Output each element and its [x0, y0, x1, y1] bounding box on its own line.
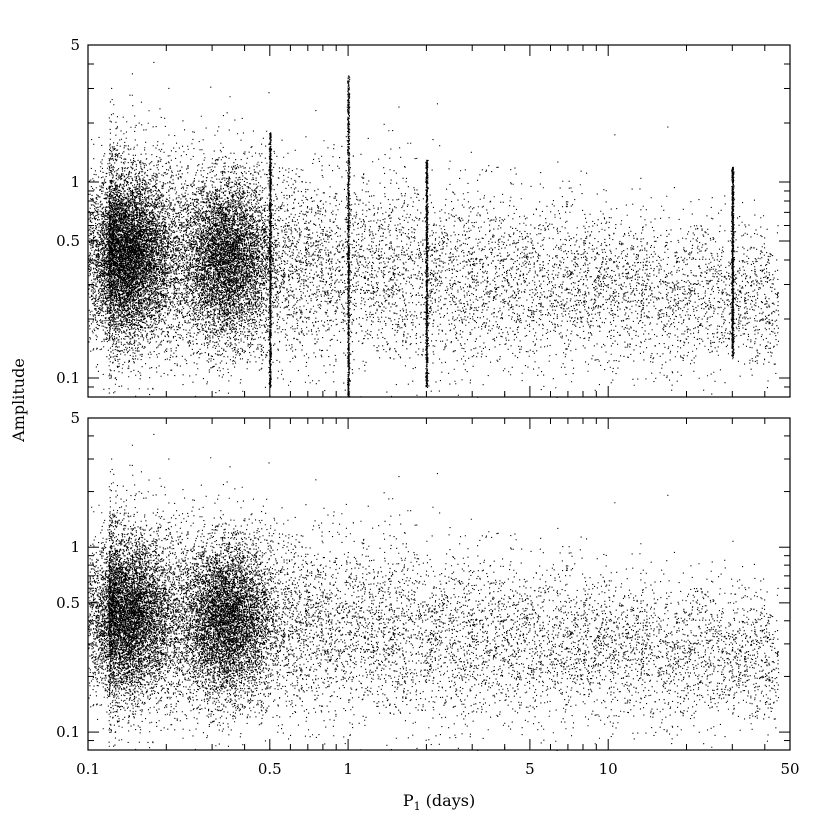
bottom-y-tick-label: 5	[70, 409, 80, 427]
top-panel-scatter-points	[88, 61, 780, 399]
top-panel-frame	[87, 44, 791, 398]
bottom-y-tick-label: 0.1	[56, 723, 80, 741]
x-tick-label: 1	[343, 760, 353, 778]
top-y-tick-label: 5	[70, 36, 80, 54]
x-tick-label: 0.1	[76, 760, 100, 778]
x-tick-label: 5	[525, 760, 535, 778]
x-tick-label: 0.5	[258, 760, 282, 778]
top-panel-ticks: 0.1 0.5 1 5	[56, 36, 791, 398]
bottom-panel: 0.1 0.5 1 5 10 50 0.1 0.5 1 5	[56, 409, 799, 778]
bottom-y-tick-label: 0.5	[56, 594, 80, 612]
x-axis-label-subscript: 1	[414, 800, 421, 813]
x-tick-label: 10	[599, 760, 618, 778]
top-y-tick-label: 0.1	[56, 369, 80, 387]
x-tick-label: 50	[780, 760, 799, 778]
bottom-panel-points	[88, 433, 780, 751]
top-panel: 0.1 0.5 1 5	[56, 36, 791, 399]
x-axis-label-main: P	[403, 791, 414, 810]
top-y-tick-label: 0.5	[56, 232, 80, 250]
bottom-panel-ticks: 0.1 0.5 1 5 10 50 0.1 0.5 1 5	[56, 409, 799, 778]
bottom-panel-scatter-points	[88, 433, 780, 751]
top-y-tick-label: 1	[70, 173, 80, 191]
y-axis-label: Amplitude	[9, 358, 28, 443]
bottom-y-tick-label: 1	[70, 538, 80, 556]
x-axis-label: P1 (days)	[403, 791, 475, 813]
bottom-panel-frame	[87, 417, 791, 751]
x-axis-label-unit: (days)	[421, 791, 476, 810]
top-panel-points	[88, 61, 780, 399]
